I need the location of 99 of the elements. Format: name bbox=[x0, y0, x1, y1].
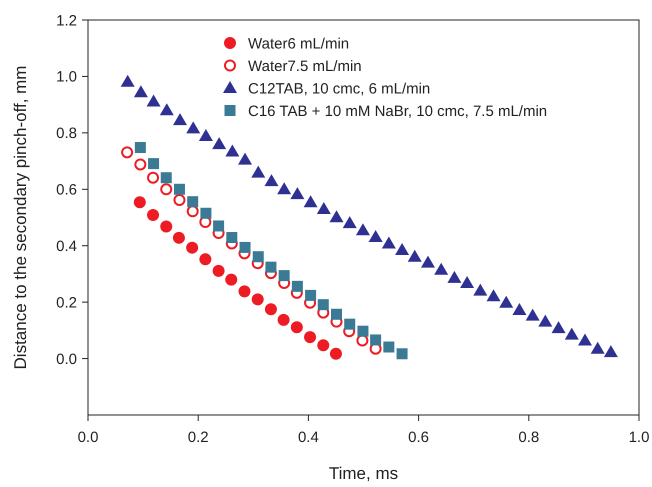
point bbox=[290, 187, 304, 200]
point bbox=[148, 158, 160, 170]
point bbox=[174, 184, 185, 195]
point bbox=[212, 264, 225, 277]
point bbox=[486, 289, 501, 302]
point bbox=[226, 232, 238, 244]
point bbox=[604, 345, 618, 358]
x-tick-label: 0.6 bbox=[408, 429, 430, 446]
x-tick-label: 0.8 bbox=[518, 429, 540, 446]
point bbox=[147, 208, 160, 221]
point bbox=[460, 276, 474, 288]
point bbox=[186, 242, 198, 254]
point bbox=[578, 334, 592, 346]
point bbox=[278, 314, 290, 326]
point bbox=[395, 242, 410, 255]
point bbox=[290, 321, 303, 334]
point bbox=[304, 331, 316, 344]
point bbox=[420, 256, 435, 268]
x-axis-title: Time, ms bbox=[328, 464, 398, 483]
point bbox=[408, 250, 422, 262]
x-tick-label: 0.2 bbox=[188, 429, 209, 446]
point bbox=[316, 202, 331, 214]
point bbox=[344, 318, 356, 330]
point bbox=[342, 216, 357, 228]
point bbox=[564, 328, 579, 340]
point bbox=[160, 220, 172, 233]
point bbox=[172, 232, 185, 244]
y-tick-label: 1.0 bbox=[56, 68, 77, 86]
point bbox=[499, 296, 514, 308]
point bbox=[212, 137, 226, 150]
point bbox=[240, 242, 251, 253]
point bbox=[225, 144, 240, 156]
y-tick-label: 1.2 bbox=[56, 12, 77, 30]
point bbox=[526, 308, 540, 321]
legend-label: Water7.5 mL/min bbox=[248, 58, 362, 75]
legend-label: Water6 mL/min bbox=[248, 35, 350, 52]
point bbox=[356, 223, 370, 236]
point bbox=[357, 326, 368, 337]
point bbox=[447, 270, 462, 283]
point bbox=[213, 220, 224, 232]
point bbox=[134, 196, 146, 208]
legend-label: C12TAB, 10 cmc, 6 mL/min bbox=[248, 80, 430, 98]
point bbox=[251, 166, 266, 178]
point bbox=[278, 270, 290, 282]
point bbox=[331, 308, 342, 320]
point bbox=[396, 348, 408, 360]
point bbox=[173, 113, 188, 126]
point bbox=[264, 303, 277, 316]
point bbox=[265, 262, 276, 273]
y-tick-label: 0.6 bbox=[56, 182, 77, 199]
point bbox=[147, 172, 160, 184]
point bbox=[304, 195, 318, 208]
point bbox=[330, 210, 344, 222]
x-tick-label: 0.4 bbox=[298, 429, 319, 446]
point bbox=[383, 342, 394, 353]
point bbox=[292, 280, 303, 292]
point bbox=[252, 251, 264, 262]
y-axis-title: Distance to the secondary pinch-off, mm bbox=[11, 66, 30, 370]
point bbox=[160, 172, 172, 184]
point bbox=[434, 262, 448, 275]
point bbox=[473, 284, 488, 296]
point bbox=[146, 94, 161, 107]
point bbox=[305, 290, 316, 301]
point bbox=[277, 182, 292, 194]
point bbox=[252, 293, 264, 306]
point bbox=[187, 196, 198, 208]
legend-label: C16 TAB + 10 mM NaBr, 10 cmc, 7.5 mL/min bbox=[248, 102, 548, 120]
x-tick-label: 1.0 bbox=[628, 429, 650, 446]
point bbox=[160, 183, 172, 196]
point bbox=[370, 334, 382, 346]
x-tick-label: 0.0 bbox=[78, 429, 98, 446]
point bbox=[200, 208, 212, 219]
point bbox=[186, 121, 200, 134]
point bbox=[198, 128, 213, 141]
y-tick-label: 0.8 bbox=[56, 125, 77, 142]
point bbox=[382, 236, 396, 248]
y-tick-label: 0.2 bbox=[56, 294, 77, 312]
point bbox=[538, 314, 552, 327]
y-tick-label: 0.0 bbox=[56, 350, 77, 368]
point bbox=[120, 74, 135, 87]
point bbox=[121, 146, 134, 158]
point bbox=[264, 174, 278, 186]
point bbox=[238, 285, 250, 298]
point bbox=[225, 274, 238, 286]
point bbox=[512, 303, 526, 316]
point bbox=[134, 142, 146, 154]
y-tick-label: 0.4 bbox=[56, 238, 77, 255]
point bbox=[552, 321, 566, 334]
point bbox=[160, 103, 174, 116]
point bbox=[134, 158, 146, 170]
point bbox=[318, 299, 329, 310]
point bbox=[199, 253, 212, 266]
point bbox=[173, 194, 186, 206]
point bbox=[330, 348, 342, 360]
point bbox=[590, 342, 605, 354]
point bbox=[134, 85, 148, 98]
point bbox=[368, 230, 383, 242]
point bbox=[317, 339, 330, 352]
point bbox=[238, 152, 252, 165]
